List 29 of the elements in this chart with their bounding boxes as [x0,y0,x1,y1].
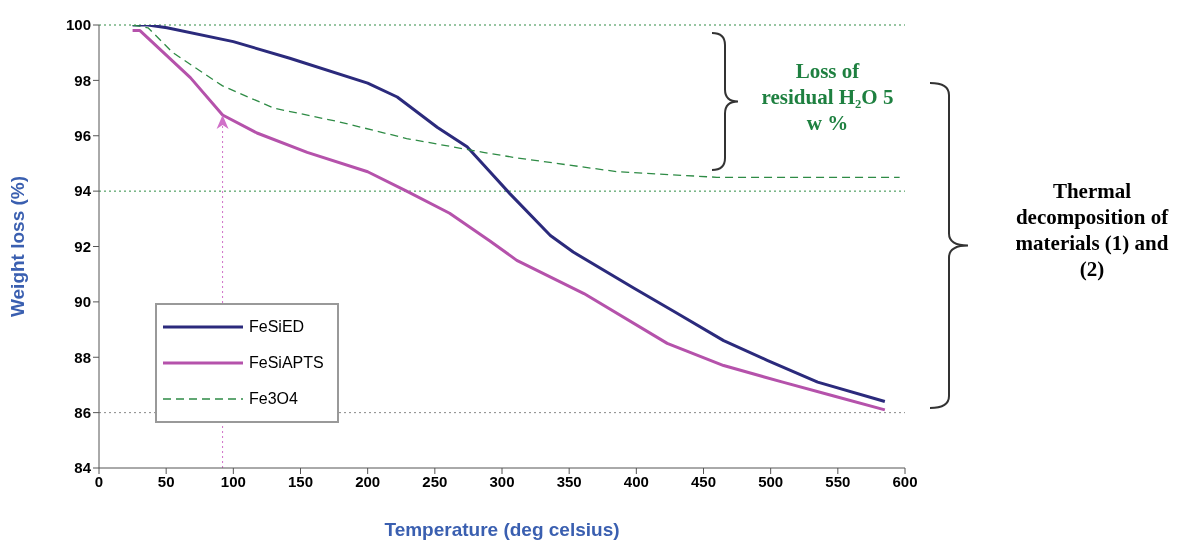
y-tick-label: 84 [74,459,92,477]
y-tick-label: 88 [74,348,91,366]
x-tick-label: 0 [94,472,104,490]
legend-label: Fe3O4 [249,390,298,408]
legend-label: FeSiAPTS [249,354,324,372]
x-tick-label: 200 [355,472,381,490]
y-tick-label: 98 [74,71,91,89]
x-tick-label: 150 [287,472,314,490]
x-axis-title: Temperature (deg celsius) [384,519,620,540]
y-tick-label: 100 [65,16,91,34]
y-tick-label: 86 [74,403,91,421]
y-tick-label: 90 [74,293,91,311]
x-tick-label: 350 [556,472,582,490]
annotation: Loss of residual H₂O 5 w % [760,58,895,136]
x-tick-label: 500 [758,472,784,490]
x-tick-label: 450 [690,472,717,490]
x-tick-label: 50 [157,472,175,490]
x-tick-label: 600 [892,472,918,490]
y-tick-label: 96 [74,127,91,145]
x-tick-label: 300 [489,472,515,490]
x-tick-label: 100 [220,472,246,490]
legend-label: FeSiED [249,318,305,336]
y-tick-label: 92 [74,237,91,255]
text: Thermal decomposition of materials (1) and (2) [1014,178,1170,282]
y-tick-label: 94 [74,182,92,200]
y-axis-title: Weight loss (%) [6,175,28,318]
x-tick-label: 550 [825,472,851,490]
x-tick-label: 400 [623,472,649,490]
x-tick-label: 250 [422,472,448,490]
